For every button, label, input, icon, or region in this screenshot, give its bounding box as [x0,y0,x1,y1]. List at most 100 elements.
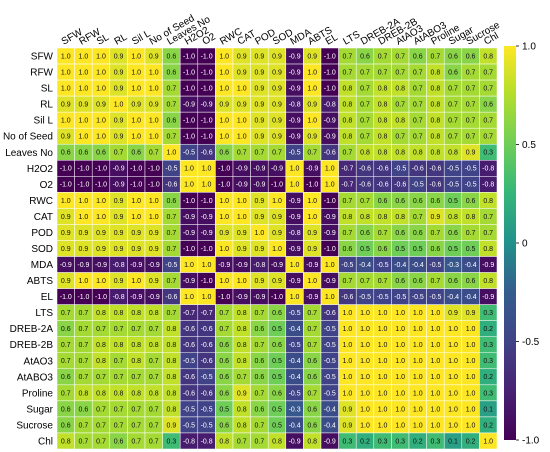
cell-value-label: 0.7 [114,406,124,413]
cell-value-label: 0.9 [114,86,124,93]
cell-value-label: 0.7 [360,102,370,109]
cell-value-label: 1.0 [202,294,212,301]
cell-value-label: -0.9 [482,294,494,301]
cell-value-label: 0.7 [483,69,493,76]
cell-value-label: 0.5 [272,374,282,381]
cell-value-label: -0.9 [324,118,336,125]
cell-value-label: 1.0 [431,342,441,349]
row-label: DREB-2B [10,340,54,351]
cell-value-label: 0.9 [114,230,124,237]
cell-value-label: 0.7 [413,102,423,109]
cell-value-label: -0.6 [394,182,406,189]
cell-value-label: -0.9 [289,278,301,285]
cell-value-label: 1.0 [96,69,106,76]
cell-value-label: 0.7 [448,102,458,109]
cell-value-label: 1.0 [61,53,71,60]
cell-value-label: 0.7 [395,53,405,60]
cell-value-label: -0.9 [236,182,248,189]
cell-value-label: 0.5 [272,326,282,333]
cell-value-label: 0.7 [79,310,89,317]
cell-value-label: 0.8 [413,150,423,157]
cell-value-label: 0.8 [343,134,353,141]
cell-value-label: 0.9 [114,69,124,76]
cell-value-label: 0.9 [343,406,353,413]
cell-value-label: -0.5 [201,374,213,381]
cell-value-label: 0.7 [360,118,370,125]
cell-value-label: -0.6 [377,182,389,189]
cell-value-label: -0.5 [377,294,389,301]
cell-value-label: 0.9 [61,134,71,141]
cell-value-label: 1.0 [290,182,300,189]
cell-value-label: 0.6 [114,438,124,445]
cell-value-label: 1.0 [395,406,405,413]
cell-value-label: 0.5 [219,406,229,413]
cell-value-label: 0.6 [395,198,405,205]
cell-value-label: -1.0 [60,182,72,189]
cell-value-label: 1.0 [96,118,106,125]
cell-value-label: 0.1 [483,406,493,413]
cell-value-label: 0.7 [343,278,353,285]
cell-value-label: -0.3 [289,406,301,413]
cell-value-label: 0.6 [466,53,476,60]
cell-value-label: 0.9 [255,118,265,125]
cell-value-label: -0.9 [148,262,160,269]
cell-value-label: -0.7 [183,310,195,317]
cell-value-label: 1.0 [307,278,317,285]
cell-value-label: 0.7 [343,150,353,157]
cell-value-label: 0.7 [360,134,370,141]
cell-value-label: 0.7 [255,422,265,429]
cell-value-label: 0.8 [395,86,405,93]
cell-value-label: 0.9 [114,198,124,205]
cell-value-label: 0.9 [307,102,317,109]
cell-value-label: 1.0 [448,342,458,349]
cell-value-label: 0.8 [395,150,405,157]
cell-value-label: 1.0 [448,374,458,381]
cell-value-label: -0.8 [289,102,301,109]
cell-value-label: -0.6 [324,150,336,157]
cell-value-label: 1.0 [79,69,89,76]
cell-value-label: 0.2 [413,438,423,445]
cell-value-label: 0.7 [167,278,177,285]
cell-value-label: -0.9 [236,294,248,301]
cell-value-label: 0.8 [61,438,71,445]
cell-value-label: 0.5 [466,246,476,253]
cell-value-label: -0.9 [289,134,301,141]
cell-value-label: -1.0 [130,166,142,173]
cell-value-label: -1.0 [201,53,213,60]
cell-value-label: 0.7 [237,374,247,381]
cell-value-label: 0.6 [219,358,229,365]
cell-value-label: -0.5 [377,262,389,269]
row-label: POD [31,228,53,239]
cell-value-label: 0.8 [343,214,353,221]
cell-value-label: 1.0 [61,69,71,76]
cell-value-label: 0.9 [79,230,89,237]
cell-value-label: 0.7 [307,326,317,333]
cell-value-label: -0.8 [482,166,494,173]
cell-value-label: -1.0 [95,294,107,301]
cell-value-label: 0.7 [413,214,423,221]
cell-value-label: 0.7 [307,310,317,317]
cell-value-label: -0.5 [341,262,353,269]
cell-value-label: 1.0 [448,422,458,429]
cell-value-label: 0.9 [272,278,282,285]
cell-value-label: -0.9 [324,438,336,445]
cell-value-label: 0.7 [79,422,89,429]
cell-value-label: 1.0 [149,69,159,76]
colorbar-gradient [504,46,516,440]
cell-value-label: 1.0 [131,53,141,60]
cell-value-label: 1.0 [378,422,388,429]
cell-value-label: 0.7 [79,438,89,445]
cell-value-label: 0.6 [167,118,177,125]
cell-value-label: 0.6 [96,150,106,157]
cell-value-label: 0.5 [272,406,282,413]
cell-value-label: -0.9 [95,262,107,269]
cell-value-label: 1.0 [96,53,106,60]
cell-value-label: 1.0 [378,342,388,349]
cell-value-label: 0.9 [79,102,89,109]
cell-value-label: 0.6 [395,278,405,285]
cell-value-label: 0.7 [61,390,71,397]
cell-value-label: 0.7 [96,438,106,445]
row-label: RWC [29,196,53,207]
cell-value-label: 0.8 [114,390,124,397]
